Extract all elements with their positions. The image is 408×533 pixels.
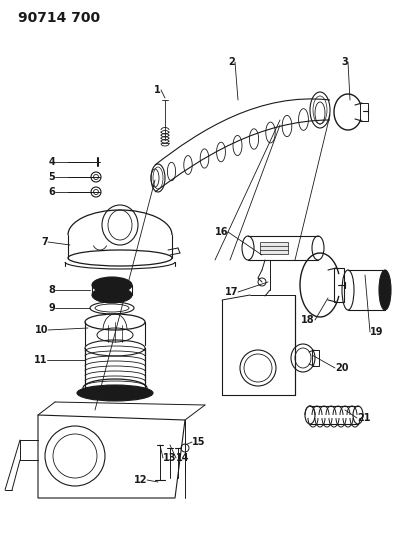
Text: 6: 6 bbox=[48, 187, 55, 197]
Text: 11: 11 bbox=[33, 355, 47, 365]
Text: 15: 15 bbox=[192, 437, 206, 447]
Text: 8: 8 bbox=[48, 285, 55, 295]
Text: 20: 20 bbox=[335, 363, 348, 373]
Text: 18: 18 bbox=[302, 315, 315, 325]
Bar bbox=[260, 242, 288, 254]
Text: 90714 700: 90714 700 bbox=[18, 11, 100, 25]
Ellipse shape bbox=[92, 277, 132, 293]
Text: 21: 21 bbox=[357, 413, 370, 423]
Text: 12: 12 bbox=[133, 475, 147, 485]
Text: 5: 5 bbox=[48, 172, 55, 182]
Text: 4: 4 bbox=[48, 157, 55, 167]
Text: 14: 14 bbox=[176, 453, 189, 463]
Text: 19: 19 bbox=[370, 327, 384, 337]
Text: 16: 16 bbox=[215, 227, 228, 237]
Text: 17: 17 bbox=[224, 287, 238, 297]
Ellipse shape bbox=[379, 270, 391, 310]
Text: 13: 13 bbox=[163, 453, 177, 463]
Text: 7: 7 bbox=[41, 237, 48, 247]
Bar bbox=[360, 103, 368, 121]
Text: 1: 1 bbox=[154, 85, 161, 95]
Text: 3: 3 bbox=[341, 57, 348, 67]
Bar bbox=[312, 350, 319, 366]
Text: 2: 2 bbox=[228, 57, 235, 67]
Text: 10: 10 bbox=[35, 325, 48, 335]
Bar bbox=[334, 268, 344, 302]
Text: 9: 9 bbox=[48, 303, 55, 313]
Ellipse shape bbox=[77, 385, 153, 401]
Ellipse shape bbox=[92, 287, 132, 303]
